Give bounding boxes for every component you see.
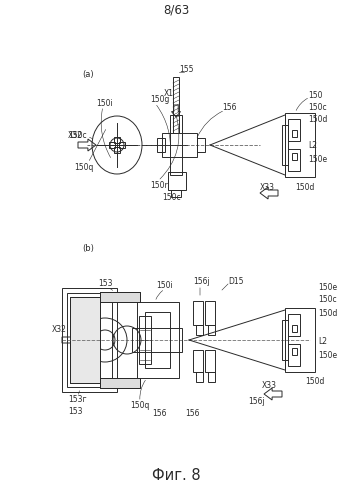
Text: 150g: 150g [150,96,169,104]
Bar [288,149,300,171]
Text: 150i: 150i [156,282,173,290]
Text: 150c: 150c [162,192,181,202]
Text: 156j: 156j [248,398,265,406]
Text: X32: X32 [68,132,83,140]
Bar [196,372,203,382]
Text: 150c: 150c [68,130,86,140]
Bar [70,297,100,383]
Text: 153: 153 [68,408,83,416]
Bar [193,301,203,325]
Bar [62,288,117,392]
Bar [292,325,297,332]
Text: 150q: 150q [130,400,149,409]
Bar [114,137,120,143]
Bar [137,302,179,378]
Bar [205,301,215,325]
Text: 156j: 156j [193,278,210,286]
Bar [100,378,140,388]
Bar [119,142,125,148]
Text: 150r: 150r [150,180,168,190]
Bar [285,308,315,372]
Bar [193,350,203,372]
Bar [288,314,300,336]
Bar [157,138,165,152]
Bar [288,119,300,141]
Bar [171,190,181,197]
Text: 150: 150 [308,90,323,100]
Bar [292,348,297,355]
Text: 150e: 150e [318,352,337,360]
Bar [114,147,120,153]
Bar [100,378,140,388]
Text: X33: X33 [262,382,277,390]
Text: L2: L2 [318,338,327,346]
Bar [282,320,288,360]
Text: (a): (a) [82,70,94,80]
Text: (b): (b) [82,244,94,252]
Bar [168,172,186,190]
Text: 153: 153 [98,280,113,288]
Bar [205,350,215,372]
Text: 155: 155 [179,64,193,74]
Text: X1: X1 [164,88,174,98]
Bar [132,328,182,352]
Text: 150d: 150d [295,182,315,192]
Text: 156: 156 [222,102,237,112]
Text: 156: 156 [152,410,167,418]
Bar [173,77,179,133]
Text: X32: X32 [52,326,67,334]
Text: 150e: 150e [308,154,327,164]
Text: Фиг. 8: Фиг. 8 [152,468,200,482]
Text: D15: D15 [228,278,244,286]
Bar [145,312,170,368]
Bar [162,133,197,157]
Bar [282,125,288,165]
Bar [208,325,215,335]
Bar [288,344,300,366]
Text: 150d: 150d [305,378,324,386]
Bar [170,115,182,175]
Text: 150d: 150d [318,310,337,318]
Text: L2: L2 [308,140,317,149]
Bar [100,292,140,302]
Text: X33: X33 [260,182,275,192]
Bar [292,130,297,137]
Bar [196,325,203,335]
Bar [109,142,115,148]
Text: 150c: 150c [318,296,337,304]
Bar [139,316,151,364]
Bar [208,372,215,382]
Bar [70,297,100,383]
Bar [197,138,205,152]
Bar [292,153,297,160]
Text: 150i: 150i [96,98,113,108]
Text: 156: 156 [185,410,199,418]
Text: 150e: 150e [318,284,337,292]
Text: 8/63: 8/63 [163,4,189,16]
Bar [67,293,112,387]
Bar [100,292,140,302]
Text: 150d: 150d [308,114,327,124]
Text: 150c: 150c [308,102,327,112]
Text: 153г: 153г [68,396,86,404]
Text: 150q: 150q [74,162,94,172]
Bar [285,113,315,177]
